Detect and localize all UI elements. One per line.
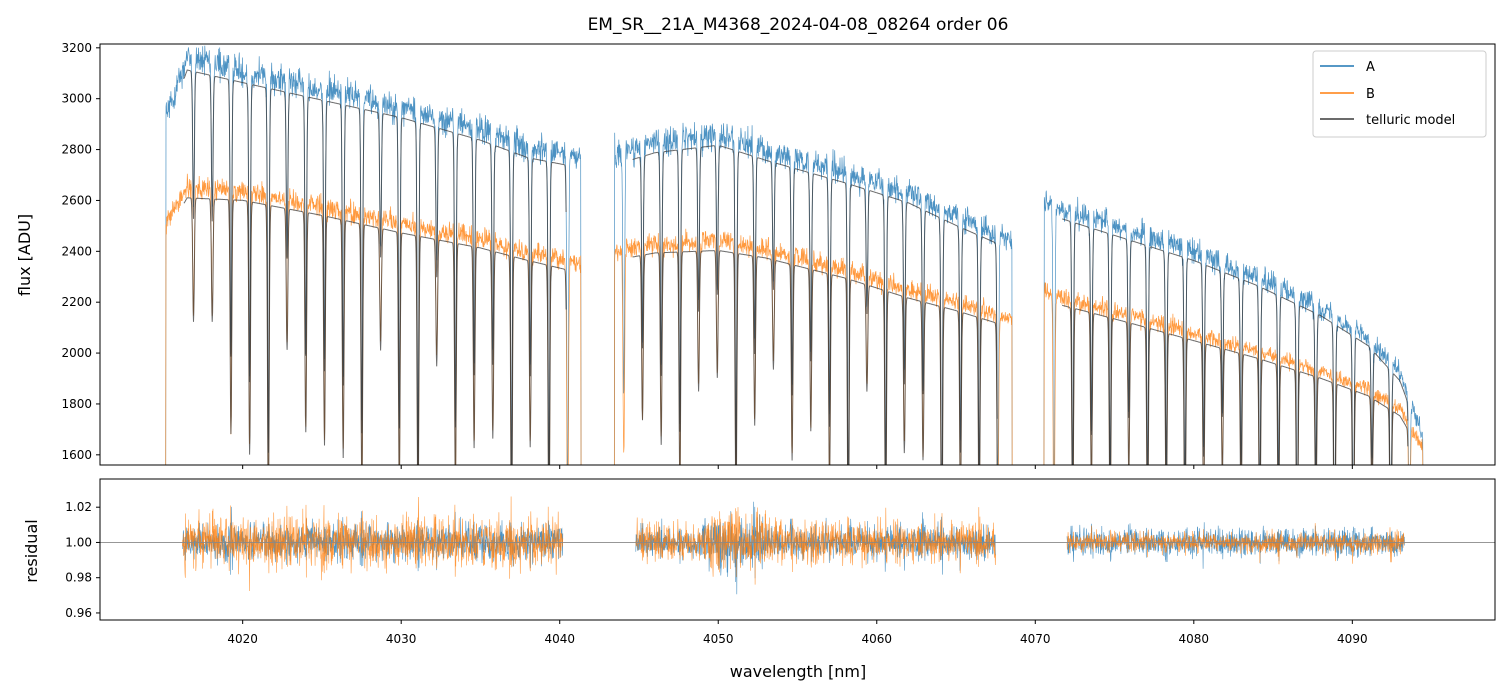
series-b-residual-line [635,507,996,585]
legend: A B telluric model [1312,50,1487,138]
flux-y-tick-label: 1800 [61,397,92,411]
flux-y-tick-label: 2600 [61,193,92,207]
flux-y-tick-label: 2000 [61,346,92,360]
residual-x-tick-label: 4090 [1337,632,1368,646]
series-telluric-model-line [183,69,567,465]
series-telluric-model-line [632,250,998,465]
flux-y-tick-label: 2200 [61,295,92,309]
residual-x-tick-label: 4060 [861,632,892,646]
legend-box [1312,50,1487,138]
residual-x-tick-label: 4030 [386,632,417,646]
flux-y-tick-label: 3000 [61,92,92,106]
residual-series [100,496,1495,595]
flux-panel-frame [99,43,1496,466]
residual-y-tick-label: 0.98 [65,571,92,585]
flux-y-tick-label: 3200 [61,41,92,55]
legend-label-a: A [1366,60,1375,75]
flux-y-tick-label: 1600 [61,448,92,462]
legend-label-b: B [1366,87,1375,102]
series-telluric-model-line [632,145,998,465]
residual-x-ticks: 4020 4030 4040 4050 4060 4070 4080 4090 [227,620,1368,646]
series-b-flux-line [613,228,1013,465]
x-axis-label: wavelength [nm] [730,662,867,681]
series-a-flux-line [165,45,582,465]
chart-title: EM_SR__21A_M4368_2024-04-08_08264 order … [588,15,1009,35]
residual-y-ticks: 0.96 0.98 1.00 1.02 [65,500,100,620]
residual-y-tick-label: 1.02 [65,500,92,514]
flux-y-ticks: 1600 1800 2000 2200 2400 2600 2800 3000 3200 [61,41,100,462]
flux-y-tick-label: 2400 [61,244,92,258]
residual-x-tick-label: 4080 [1179,632,1210,646]
flux-y-tick-label: 2800 [61,143,92,157]
flux-series [165,45,1424,465]
flux-x-ticks [242,465,1353,469]
series-telluric-model-line [1062,304,1409,465]
residual-x-tick-label: 4070 [1020,632,1051,646]
series-b-flux-line [165,173,582,465]
residual-x-tick-label: 4020 [227,632,258,646]
series-b-residual-line [182,496,564,592]
series-a-flux-line [1043,190,1424,465]
series-telluric-model-line [183,197,567,465]
legend-label-model: telluric model [1366,113,1455,128]
residual-y-tick-label: 1.00 [65,535,92,549]
residual-y-label: residual [22,519,41,582]
series-b-flux-line [1043,282,1424,465]
residual-x-tick-label: 4050 [703,632,734,646]
residual-panel-frame [99,478,1496,621]
residual-y-tick-label: 0.96 [65,606,92,620]
series-telluric-model-line [1062,218,1409,465]
flux-y-label: flux [ADU] [15,214,34,296]
residual-x-tick-label: 4040 [544,632,575,646]
